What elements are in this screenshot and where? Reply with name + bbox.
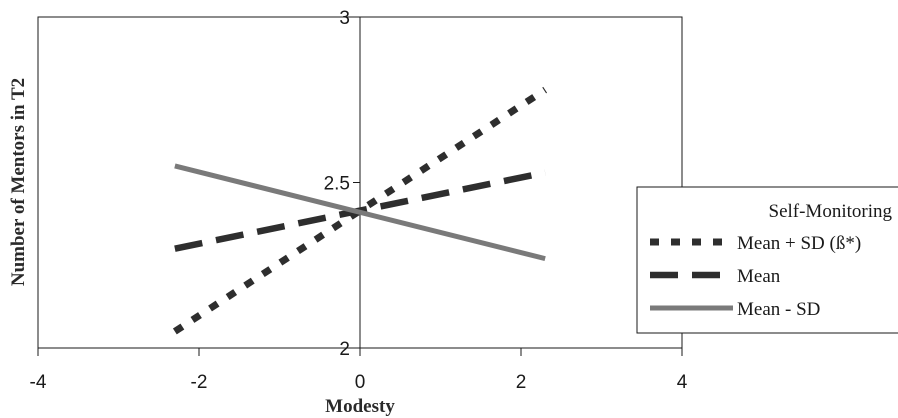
legend-entries: Mean + SD (ß*) Mean Mean - SD bbox=[650, 233, 861, 320]
series-lines bbox=[172, 86, 548, 335]
legend-label: Mean - SD bbox=[737, 299, 820, 320]
x-tick-label: -4 bbox=[30, 372, 47, 393]
x-axis-title: Modesty bbox=[325, 396, 395, 417]
legend-label: Mean bbox=[737, 266, 781, 287]
y-axis-title: Number of Mentors in T2 bbox=[8, 78, 29, 286]
y-tick-label: 2 bbox=[339, 339, 350, 360]
x-axis-ticks: -4 -2 0 2 4 bbox=[30, 348, 688, 393]
x-tick-label: -2 bbox=[191, 372, 208, 393]
legend: Self-Monitoring Mean + SD (ß*) Mean Mean -… bbox=[636, 186, 898, 334]
legend-title: Self-Monitoring bbox=[769, 201, 893, 222]
y-tick-label: 2.5 bbox=[324, 174, 350, 195]
x-tick-label: 0 bbox=[355, 372, 366, 393]
x-tick-label: 2 bbox=[516, 372, 527, 393]
x-tick-label: 4 bbox=[677, 372, 688, 393]
legend-label: Mean + SD (ß*) bbox=[737, 233, 861, 254]
y-axis-ticks: 22.53 bbox=[324, 8, 360, 360]
y-tick-label: 3 bbox=[339, 8, 350, 29]
series-line bbox=[174, 163, 546, 262]
